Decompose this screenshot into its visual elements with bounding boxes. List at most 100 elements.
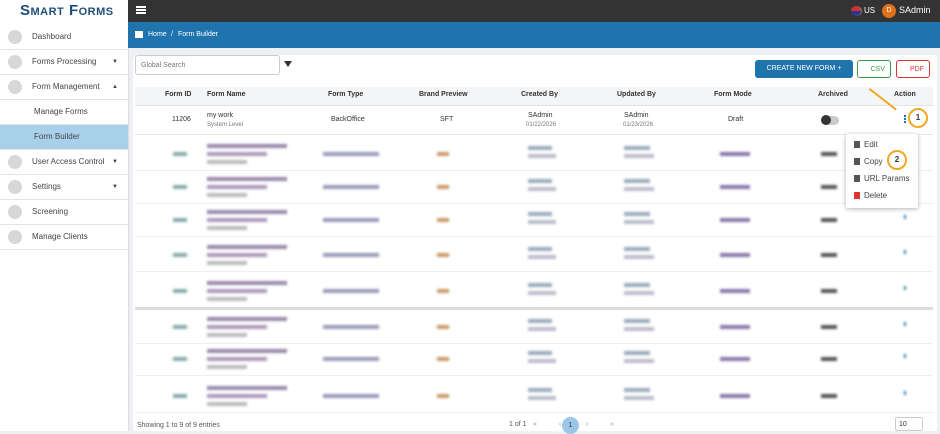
menu-item[interactable]: Copy — [864, 157, 883, 166]
action-dots[interactable] — [904, 115, 906, 117]
row — [135, 237, 933, 272]
breadcrumb-home[interactable]: Home — [148, 31, 167, 38]
page-size[interactable]: 10 — [895, 417, 923, 431]
breadcrumb-bar: Home / Form Builder — [128, 22, 940, 48]
blurred-content — [904, 354, 906, 358]
menu-icon — [854, 192, 860, 199]
blurred-content — [624, 212, 650, 216]
blurred-content — [720, 218, 750, 222]
filter-icon[interactable] — [284, 61, 292, 67]
blurred-content — [207, 218, 267, 222]
cell-level: System Level — [207, 122, 244, 128]
nav-item[interactable]: Forms Processing ▼ — [0, 50, 128, 75]
pager-arrows-next[interactable]: › » — [586, 421, 625, 428]
column-header: Form Name — [207, 91, 246, 98]
blurred-content — [528, 319, 552, 323]
pager-arrows[interactable]: « ‹ — [533, 421, 572, 428]
avatar[interactable]: D — [882, 4, 896, 18]
blurred-content — [904, 322, 906, 326]
blurred-content — [323, 289, 379, 293]
blurred-content — [821, 253, 837, 257]
blurred-content — [528, 388, 552, 392]
blurred-content — [207, 245, 287, 249]
blurred-content — [624, 359, 654, 363]
pdf-button[interactable]: PDF — [896, 60, 930, 78]
breadcrumb-current: Form Builder — [178, 31, 219, 38]
blurred-content — [720, 289, 750, 293]
blurred-content — [323, 394, 379, 398]
blurred-content — [437, 357, 449, 361]
blurred-content — [528, 255, 556, 259]
blurred-content — [904, 286, 906, 290]
menu-item[interactable]: Edit — [864, 140, 878, 149]
row — [135, 169, 933, 204]
topbar: US D SAdmin — [128, 0, 940, 22]
user-name[interactable]: SAdmin — [899, 5, 931, 15]
blurred-content — [904, 250, 906, 254]
blurred-content — [173, 185, 187, 189]
column-header: Form Mode — [714, 91, 752, 98]
blurred-content — [173, 218, 187, 222]
create-label: CREATE NEW FORM — [766, 65, 836, 72]
nav-label: User Access Control — [32, 157, 105, 166]
blurred-content — [207, 349, 287, 353]
blurred-content — [624, 255, 654, 259]
blurred-content — [207, 177, 287, 181]
blurred-content — [173, 357, 187, 361]
nav-item[interactable]: Form Management ▲ — [0, 75, 128, 100]
cell-mode: Draft — [728, 116, 744, 123]
column-header: Created By — [521, 91, 558, 98]
blurred-content — [624, 247, 650, 251]
blurred-content — [323, 253, 379, 257]
nav-icon — [8, 80, 22, 94]
flag — [851, 6, 861, 16]
blurred-content — [720, 253, 750, 257]
nav-icon — [8, 230, 22, 244]
action-menu: Edit Copy URL Params Delete — [846, 134, 918, 208]
menu-icon — [854, 158, 860, 165]
row — [135, 106, 933, 135]
blurred-content — [528, 396, 556, 400]
cell-brand: SFT — [440, 116, 454, 123]
search[interactable]: Global Search — [135, 55, 280, 75]
locale[interactable]: US — [864, 6, 876, 15]
blurred-content — [207, 210, 287, 214]
blurred-content — [821, 325, 837, 329]
create-button[interactable]: CREATE NEW FORM + — [755, 60, 853, 78]
nav-item[interactable]: Form Builder — [0, 125, 128, 150]
cell-id: 11206 — [172, 116, 191, 123]
csv-button[interactable]: CSV — [857, 60, 891, 78]
blurred-content — [207, 152, 267, 156]
nav-item[interactable]: Screening — [0, 200, 128, 225]
blurred-content — [624, 351, 650, 355]
blurred-content — [720, 185, 750, 189]
column-header: Action — [894, 91, 916, 98]
column-header: Archived — [818, 91, 848, 98]
nav-label: Forms Processing — [32, 57, 97, 66]
nav-item[interactable]: User Access Control ▼ — [0, 150, 128, 175]
blurred-content — [624, 396, 654, 400]
nav-item[interactable]: Dashboard — [0, 25, 128, 50]
menu-toggle[interactable] — [136, 6, 146, 8]
nav-icon — [8, 30, 22, 44]
menu-item[interactable]: URL Params — [864, 174, 910, 183]
row — [135, 309, 933, 344]
blurred-content — [207, 386, 287, 390]
blurred-content — [624, 327, 654, 331]
blurred-content — [624, 388, 650, 392]
blurred-content — [437, 325, 449, 329]
current-page[interactable]: 1 — [562, 417, 579, 434]
menu-item[interactable]: Delete — [864, 191, 888, 200]
blurred-content — [528, 327, 556, 331]
nav-item[interactable]: Manage Forms — [0, 100, 128, 125]
caret: ▼ — [112, 59, 118, 65]
nav-item[interactable]: Settings ▼ — [0, 175, 128, 200]
blurred-content — [528, 187, 556, 191]
blurred-content — [624, 291, 654, 295]
cell-type: BackOffice — [331, 116, 365, 123]
nav-item[interactable]: Manage Clients — [0, 225, 128, 250]
row — [135, 202, 933, 237]
column-header: Form ID — [165, 91, 192, 98]
blurred-content — [528, 291, 556, 295]
